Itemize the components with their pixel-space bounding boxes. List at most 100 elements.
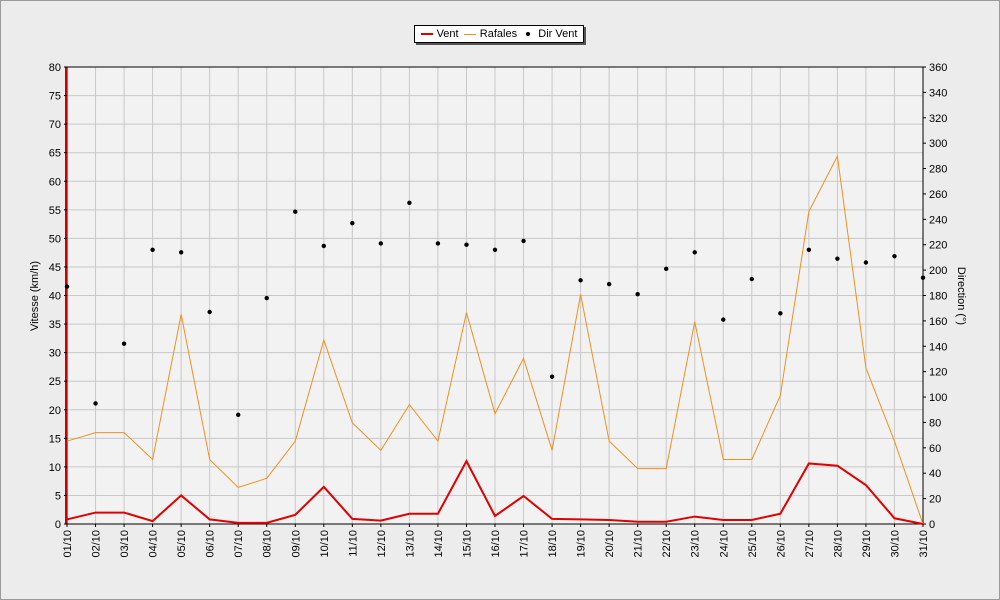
direction-point [93, 401, 98, 406]
x-tick-label: 26/10 [775, 530, 787, 558]
x-tick-label: 09/10 [290, 530, 302, 558]
direction-point [578, 278, 583, 283]
right-tick-label: 280 [929, 164, 947, 176]
direction-point [521, 238, 526, 244]
direction-point [378, 241, 384, 246]
y-axis-label-left: Vitesse (km/h) [29, 261, 41, 331]
x-tick-label: 22/10 [661, 530, 673, 558]
direction-point [264, 295, 269, 301]
direction-point [920, 275, 926, 280]
direction-point [806, 247, 812, 252]
right-tick-label: 160 [929, 316, 947, 328]
x-tick-label: 12/10 [376, 530, 388, 558]
direction-point [749, 276, 754, 282]
left-tick-label: 15 [49, 433, 61, 445]
direction-point [178, 250, 184, 255]
x-axis-ticks: 01/10 02/10 03/10 04/10 05/10 06/10 07/10 08/10… [62, 524, 930, 558]
x-tick-label: 27/10 [804, 530, 816, 558]
left-tick-label: 25 [49, 376, 61, 388]
direction-point [435, 241, 441, 246]
x-tick-label: 17/10 [519, 530, 531, 558]
x-tick-label: 10/10 [319, 530, 331, 558]
x-tick-label: 02/10 [91, 530, 103, 558]
right-tick-label: 100 [929, 392, 947, 404]
left-tick-label: 10 [49, 462, 61, 474]
direction-point [207, 309, 212, 315]
x-tick-label: 04/10 [148, 530, 160, 558]
left-tick-label: 75 [49, 91, 61, 103]
x-tick-label: 03/10 [119, 530, 131, 558]
right-tick-label: 20 [929, 494, 941, 506]
left-tick-label: 80 [49, 62, 61, 74]
legend-label-vent: Vent [436, 28, 459, 40]
direction-point [150, 247, 155, 252]
left-tick-label: 45 [49, 262, 61, 274]
legend-swatch-rafales [463, 33, 476, 35]
direction-points [64, 200, 926, 418]
legend-label-dir-vent: Dir Vent [538, 28, 578, 40]
direction-point [692, 250, 697, 255]
left-tick-label: 20 [49, 405, 61, 417]
x-tick-label: 20/10 [604, 530, 616, 558]
legend-item-dir-vent: Dir Vent [522, 28, 577, 40]
right-tick-label: 260 [929, 189, 947, 201]
right-tick-label: 240 [929, 214, 947, 226]
direction-point [492, 247, 498, 252]
x-tick-label: 13/10 [404, 530, 416, 558]
x-tick-label: 14/10 [433, 530, 445, 558]
left-tick-label: 65 [49, 148, 61, 160]
right-tick-label: 340 [929, 87, 947, 99]
direction-point [293, 209, 298, 214]
left-tick-label: 50 [49, 233, 61, 245]
series-line-vent [66, 459, 924, 525]
direction-point [835, 256, 840, 261]
x-tick-label: 30/10 [889, 530, 901, 558]
direction-point [321, 243, 326, 249]
x-tick-label: 28/10 [832, 530, 844, 558]
legend-item-vent: Vent [420, 28, 459, 40]
direction-point [635, 292, 640, 297]
right-tick-label: 300 [929, 138, 947, 150]
grid [65, 66, 924, 525]
direction-point [549, 374, 555, 379]
direction-point [863, 260, 869, 265]
x-tick-label: 07/10 [233, 530, 245, 558]
direction-point [606, 281, 612, 287]
right-tick-label: 200 [929, 265, 947, 277]
left-tick-label: 35 [49, 319, 61, 331]
right-tick-label: 320 [929, 113, 947, 125]
left-tick-label: 30 [49, 348, 61, 360]
x-tick-label: 25/10 [747, 530, 759, 558]
right-tick-label: 220 [929, 240, 947, 252]
direction-point [778, 311, 783, 316]
left-tick-label: 5 [55, 490, 61, 502]
legend-item-rafales: Rafales [463, 28, 518, 40]
left-tick-label: 55 [49, 205, 61, 217]
right-tick-label: 40 [929, 468, 941, 480]
left-tick-label: 70 [49, 119, 61, 131]
x-tick-label: 06/10 [205, 530, 217, 558]
x-tick-label: 31/10 [918, 530, 930, 558]
legend-label-rafales: Rafales [479, 28, 518, 40]
right-tick-label: 180 [929, 291, 947, 303]
direction-point [407, 200, 412, 206]
left-tick-label: 40 [49, 291, 61, 303]
x-tick-label: 18/10 [547, 530, 559, 558]
left-tick-label: 60 [49, 176, 61, 188]
direction-point [121, 341, 127, 346]
x-tick-label: 21/10 [633, 530, 645, 558]
direction-point [892, 253, 897, 259]
left-axis-ticks: 0 5 10 15 20 25 30 35 40 45 50 55 60 65 70 75 80 [49, 62, 67, 531]
direction-point [64, 284, 70, 289]
legend-swatch-vent [420, 33, 433, 35]
x-tick-label: 29/10 [861, 530, 873, 558]
legend: Vent Rafales Dir Vent [414, 25, 584, 43]
x-tick-label: 23/10 [690, 530, 702, 558]
right-axis-ticks: 0 20 40 60 80 100 120 140 160 180 200 220 240 260 280 3… [923, 62, 947, 531]
x-tick-label: 08/10 [262, 530, 274, 558]
series-line-rafales [66, 154, 924, 525]
right-tick-label: 360 [929, 62, 947, 74]
y-axis-label-right: Direction (°) [955, 267, 967, 325]
x-tick-label: 15/10 [461, 530, 473, 558]
